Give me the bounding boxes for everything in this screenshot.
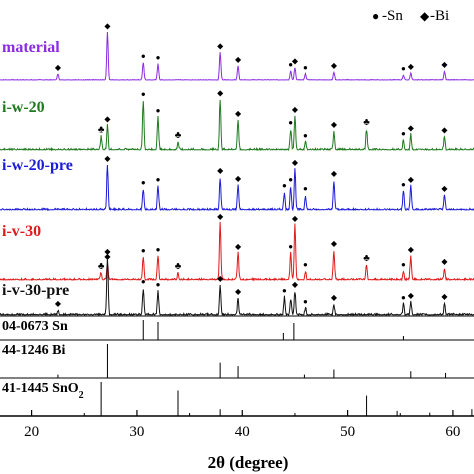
series-label-2: i-w-20-pre bbox=[2, 157, 73, 174]
peak-marker-1-13: ◆ bbox=[408, 124, 415, 133]
peak-marker-1-8: ◆ bbox=[292, 105, 299, 114]
series-label-1: i-w-20 bbox=[2, 99, 45, 116]
peak-marker-4-2: ● bbox=[141, 277, 146, 286]
peak-marker-3-8: ◆ bbox=[292, 214, 299, 223]
peak-marker-2-8: ● bbox=[303, 184, 308, 193]
peak-marker-0-11: ◆ bbox=[408, 62, 415, 71]
peak-marker-0-0: ◆ bbox=[55, 63, 62, 72]
peak-marker-0-5: ◆ bbox=[235, 55, 242, 64]
series-label-3: i-v-30 bbox=[2, 223, 41, 240]
x-tick-label-3: 50 bbox=[340, 424, 355, 440]
peak-marker-2-7: ◆ bbox=[292, 158, 299, 167]
peak-marker-4-5: ◆ bbox=[235, 287, 242, 296]
x-axis-label: 2θ (degree) bbox=[208, 453, 289, 472]
peak-marker-2-1: ● bbox=[141, 178, 146, 187]
peak-marker-3-6: ◆ bbox=[235, 242, 242, 251]
ref-label-0: 04-0673 Sn bbox=[2, 319, 68, 334]
peak-marker-4-1: ◆ bbox=[104, 247, 111, 256]
series-label-0: material bbox=[2, 39, 60, 56]
series-line-1 bbox=[0, 99, 474, 152]
peak-marker-1-1: ◆ bbox=[104, 114, 111, 123]
peak-marker-3-2: ● bbox=[141, 246, 146, 255]
peak-marker-0-8: ● bbox=[303, 63, 308, 72]
peak-marker-1-4: ♣ bbox=[175, 130, 182, 141]
series-line-3 bbox=[0, 221, 474, 282]
legend-symbol-1: ◆ bbox=[420, 9, 430, 23]
peak-marker-0-9: ◆ bbox=[331, 61, 338, 70]
peak-marker-3-7: ● bbox=[288, 242, 293, 251]
peak-marker-2-10: ● bbox=[401, 180, 406, 189]
peak-marker-1-3: ● bbox=[156, 106, 161, 115]
peak-marker-2-4: ◆ bbox=[235, 174, 242, 183]
x-tick-label-1: 30 bbox=[129, 424, 144, 440]
peak-marker-4-9: ◆ bbox=[331, 293, 338, 302]
peak-marker-1-12: ● bbox=[401, 129, 406, 138]
x-tick-label-0: 20 bbox=[24, 424, 39, 440]
peak-marker-2-9: ◆ bbox=[331, 169, 338, 178]
peak-marker-1-11: ♣ bbox=[363, 117, 370, 128]
peak-marker-2-3: ◆ bbox=[217, 166, 224, 175]
peak-marker-2-12: ◆ bbox=[441, 184, 448, 193]
peak-marker-0-7: ◆ bbox=[292, 57, 299, 66]
peak-marker-0-2: ● bbox=[141, 52, 146, 61]
peak-marker-1-14: ◆ bbox=[441, 125, 448, 134]
peak-marker-1-5: ◆ bbox=[217, 88, 224, 97]
peak-marker-0-4: ◆ bbox=[217, 42, 224, 51]
peak-marker-3-3: ● bbox=[156, 245, 161, 254]
peak-marker-4-11: ◆ bbox=[408, 291, 415, 300]
legend-label-0: -Sn bbox=[382, 8, 403, 24]
peak-marker-4-0: ◆ bbox=[55, 299, 62, 308]
peak-marker-0-6: ● bbox=[288, 60, 293, 69]
peak-marker-3-4: ♣ bbox=[175, 261, 182, 272]
peak-marker-4-6: ● bbox=[282, 286, 287, 295]
peak-marker-3-0: ♣ bbox=[98, 261, 105, 272]
peak-marker-3-10: ◆ bbox=[331, 239, 338, 248]
x-tick-label-2: 40 bbox=[235, 424, 250, 440]
xrd-traces: ◆◆● ●◆◆●◆● ◆ ● ◆ ◆♣◆●●♣◆◆●◆●◆ ♣●◆ ◆◆● ●◆◆●●◆●◆●◆… bbox=[0, 22, 474, 317]
peak-marker-2-2: ● bbox=[156, 175, 161, 184]
peak-marker-0-1: ◆ bbox=[104, 22, 111, 31]
peak-marker-3-11: ♣ bbox=[363, 253, 370, 264]
peak-marker-4-4: ◆ bbox=[217, 274, 224, 283]
peak-marker-0-12: ◆ bbox=[441, 60, 448, 69]
peak-marker-1-9: ● bbox=[303, 131, 308, 140]
peak-marker-3-5: ◆ bbox=[217, 212, 224, 221]
series-line-0 bbox=[0, 31, 474, 81]
legend-label-1: -Bi bbox=[430, 8, 449, 24]
legend: ● -Sn ◆ -Bi bbox=[372, 8, 449, 24]
peak-marker-1-2: ● bbox=[141, 90, 146, 99]
x-axis: 20 30 40 50 60 bbox=[0, 410, 474, 440]
ref-label-1: 44-1246 Bi bbox=[2, 343, 66, 358]
peak-marker-4-3: ● bbox=[156, 280, 161, 289]
peak-marker-0-10: ● bbox=[401, 64, 406, 73]
peak-marker-4-8: ● bbox=[303, 297, 308, 306]
peak-marker-1-6: ◆ bbox=[235, 109, 242, 118]
peak-marker-3-12: ● bbox=[401, 260, 406, 269]
peak-marker-0-3: ● bbox=[156, 53, 161, 62]
peak-marker-4-12: ◆ bbox=[441, 292, 448, 301]
peak-marker-2-5: ● bbox=[282, 181, 287, 190]
peak-marker-4-10: ● bbox=[401, 293, 406, 302]
series-line-2 bbox=[0, 164, 474, 212]
peak-marker-2-11: ◆ bbox=[408, 175, 415, 184]
peak-marker-1-7: ● bbox=[288, 118, 293, 127]
series-labels: material i-w-20 i-w-20-pre i-v-30 i-v-30-pre bbox=[2, 39, 73, 299]
legend-symbol-0: ● bbox=[372, 9, 379, 23]
peak-marker-3-13: ◆ bbox=[408, 245, 415, 254]
peak-marker-1-0: ♣ bbox=[98, 124, 105, 135]
peak-marker-3-9: ● bbox=[303, 260, 308, 269]
peak-marker-2-6: ● bbox=[288, 175, 293, 184]
peak-marker-3-1: ◆ bbox=[104, 252, 111, 261]
reference-panels: 04-0673 Sn 44-1246 Bi 41-1445 SnO2 bbox=[0, 315, 474, 417]
peak-marker-2-0: ◆ bbox=[104, 154, 111, 163]
peak-marker-4-7: ◆ bbox=[292, 280, 299, 289]
x-tick-label-4: 60 bbox=[445, 424, 460, 440]
series-label-4: i-v-30-pre bbox=[2, 282, 69, 299]
peak-marker-3-14: ◆ bbox=[441, 257, 448, 266]
series-line-4 bbox=[0, 258, 474, 317]
peak-marker-1-10: ◆ bbox=[331, 120, 338, 129]
ref-label-2: 41-1445 SnO2 bbox=[2, 381, 84, 401]
